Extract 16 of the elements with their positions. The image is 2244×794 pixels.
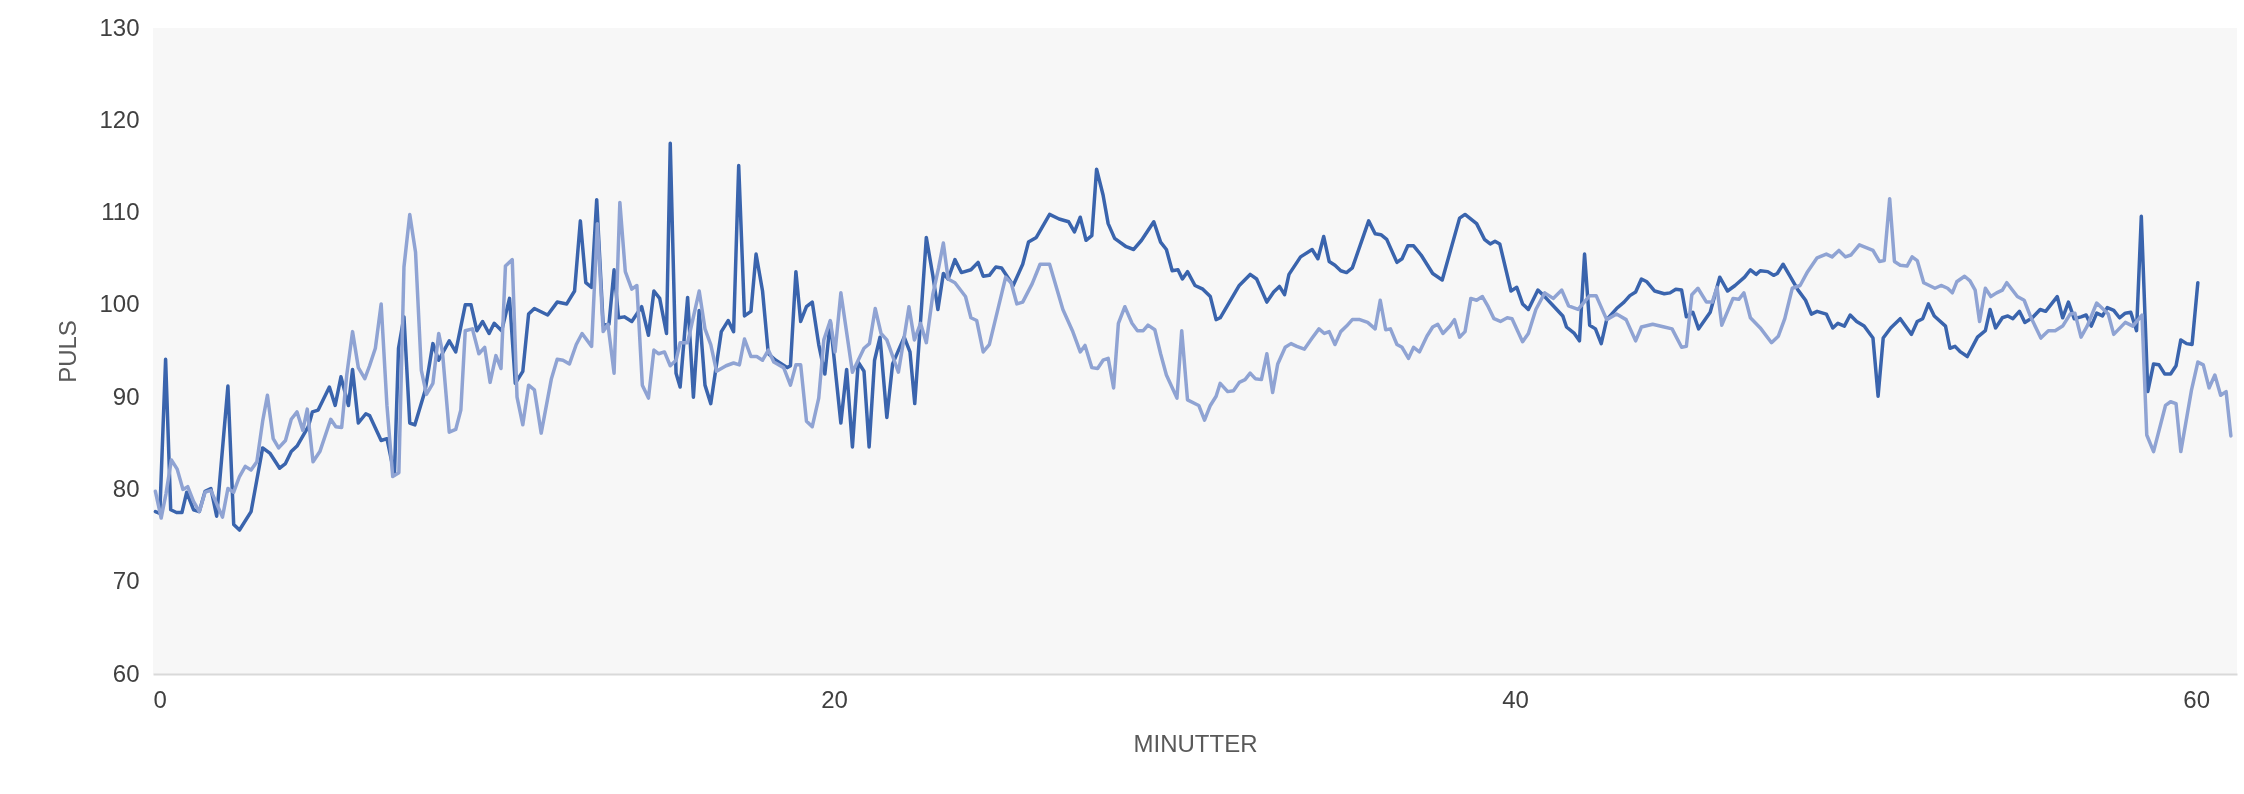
y-tick-label: 70 bbox=[112, 567, 140, 595]
line-series bbox=[153, 196, 2233, 520]
y-tick-label: 90 bbox=[112, 382, 140, 410]
y-axis-title: PULS bbox=[54, 320, 82, 383]
x-tick-label: 40 bbox=[1502, 685, 1529, 713]
x-tick-label: 20 bbox=[821, 685, 848, 713]
line-series bbox=[153, 141, 2200, 532]
y-tick-label: 110 bbox=[101, 198, 140, 226]
x-tick-label: 0 bbox=[153, 685, 167, 713]
y-tick-label: 120 bbox=[99, 105, 140, 133]
y-tick-label: 130 bbox=[99, 13, 140, 41]
y-tick-label: 60 bbox=[112, 659, 140, 687]
x-tick-label: 60 bbox=[2183, 685, 2210, 713]
x-axis-title: MINUTTER bbox=[1133, 729, 1258, 757]
y-tick-label: 80 bbox=[112, 474, 140, 502]
y-tick-label: 100 bbox=[99, 290, 140, 318]
